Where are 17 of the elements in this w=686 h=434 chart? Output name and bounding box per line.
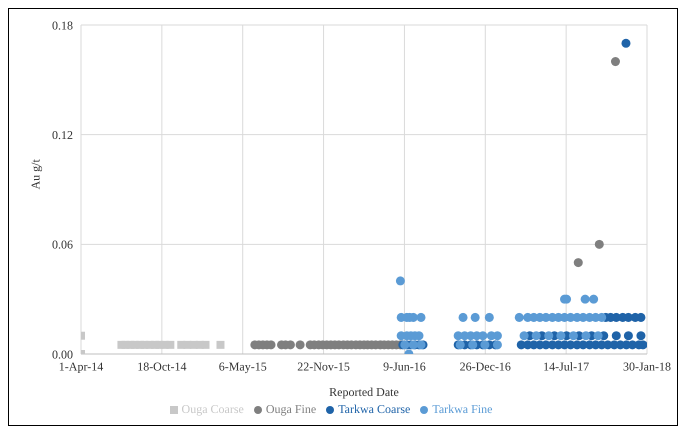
x-tick-label: 1-Apr-14 [58,360,104,374]
legend-label: Tarkwa Fine [432,402,492,416]
x-tick-label: 22-Nov-15 [297,360,350,374]
x-tick-label: 9-Jun-16 [383,360,426,374]
legend-label: Tarkwa Coarse [338,402,410,416]
x-tick-label: 6-May-15 [218,360,267,374]
x-tick-label: 18-Oct-14 [137,360,187,374]
x-tick-label: 14-Jul-17 [543,360,590,374]
x-tick-label: 26-Dec-16 [460,360,511,374]
y-tick-label: 0.06 [52,238,73,252]
y-axis-title: Au g/t [28,158,42,190]
x-tick-label: 30-Jan-18 [623,360,671,374]
legend-label: Ouga Fine [266,402,316,416]
y-tick-label: 0.18 [52,18,73,32]
y-tick-label: 0.12 [52,128,73,142]
x-axis-title: Reported Date [329,385,399,399]
y-tick-label: 0.00 [52,347,73,362]
